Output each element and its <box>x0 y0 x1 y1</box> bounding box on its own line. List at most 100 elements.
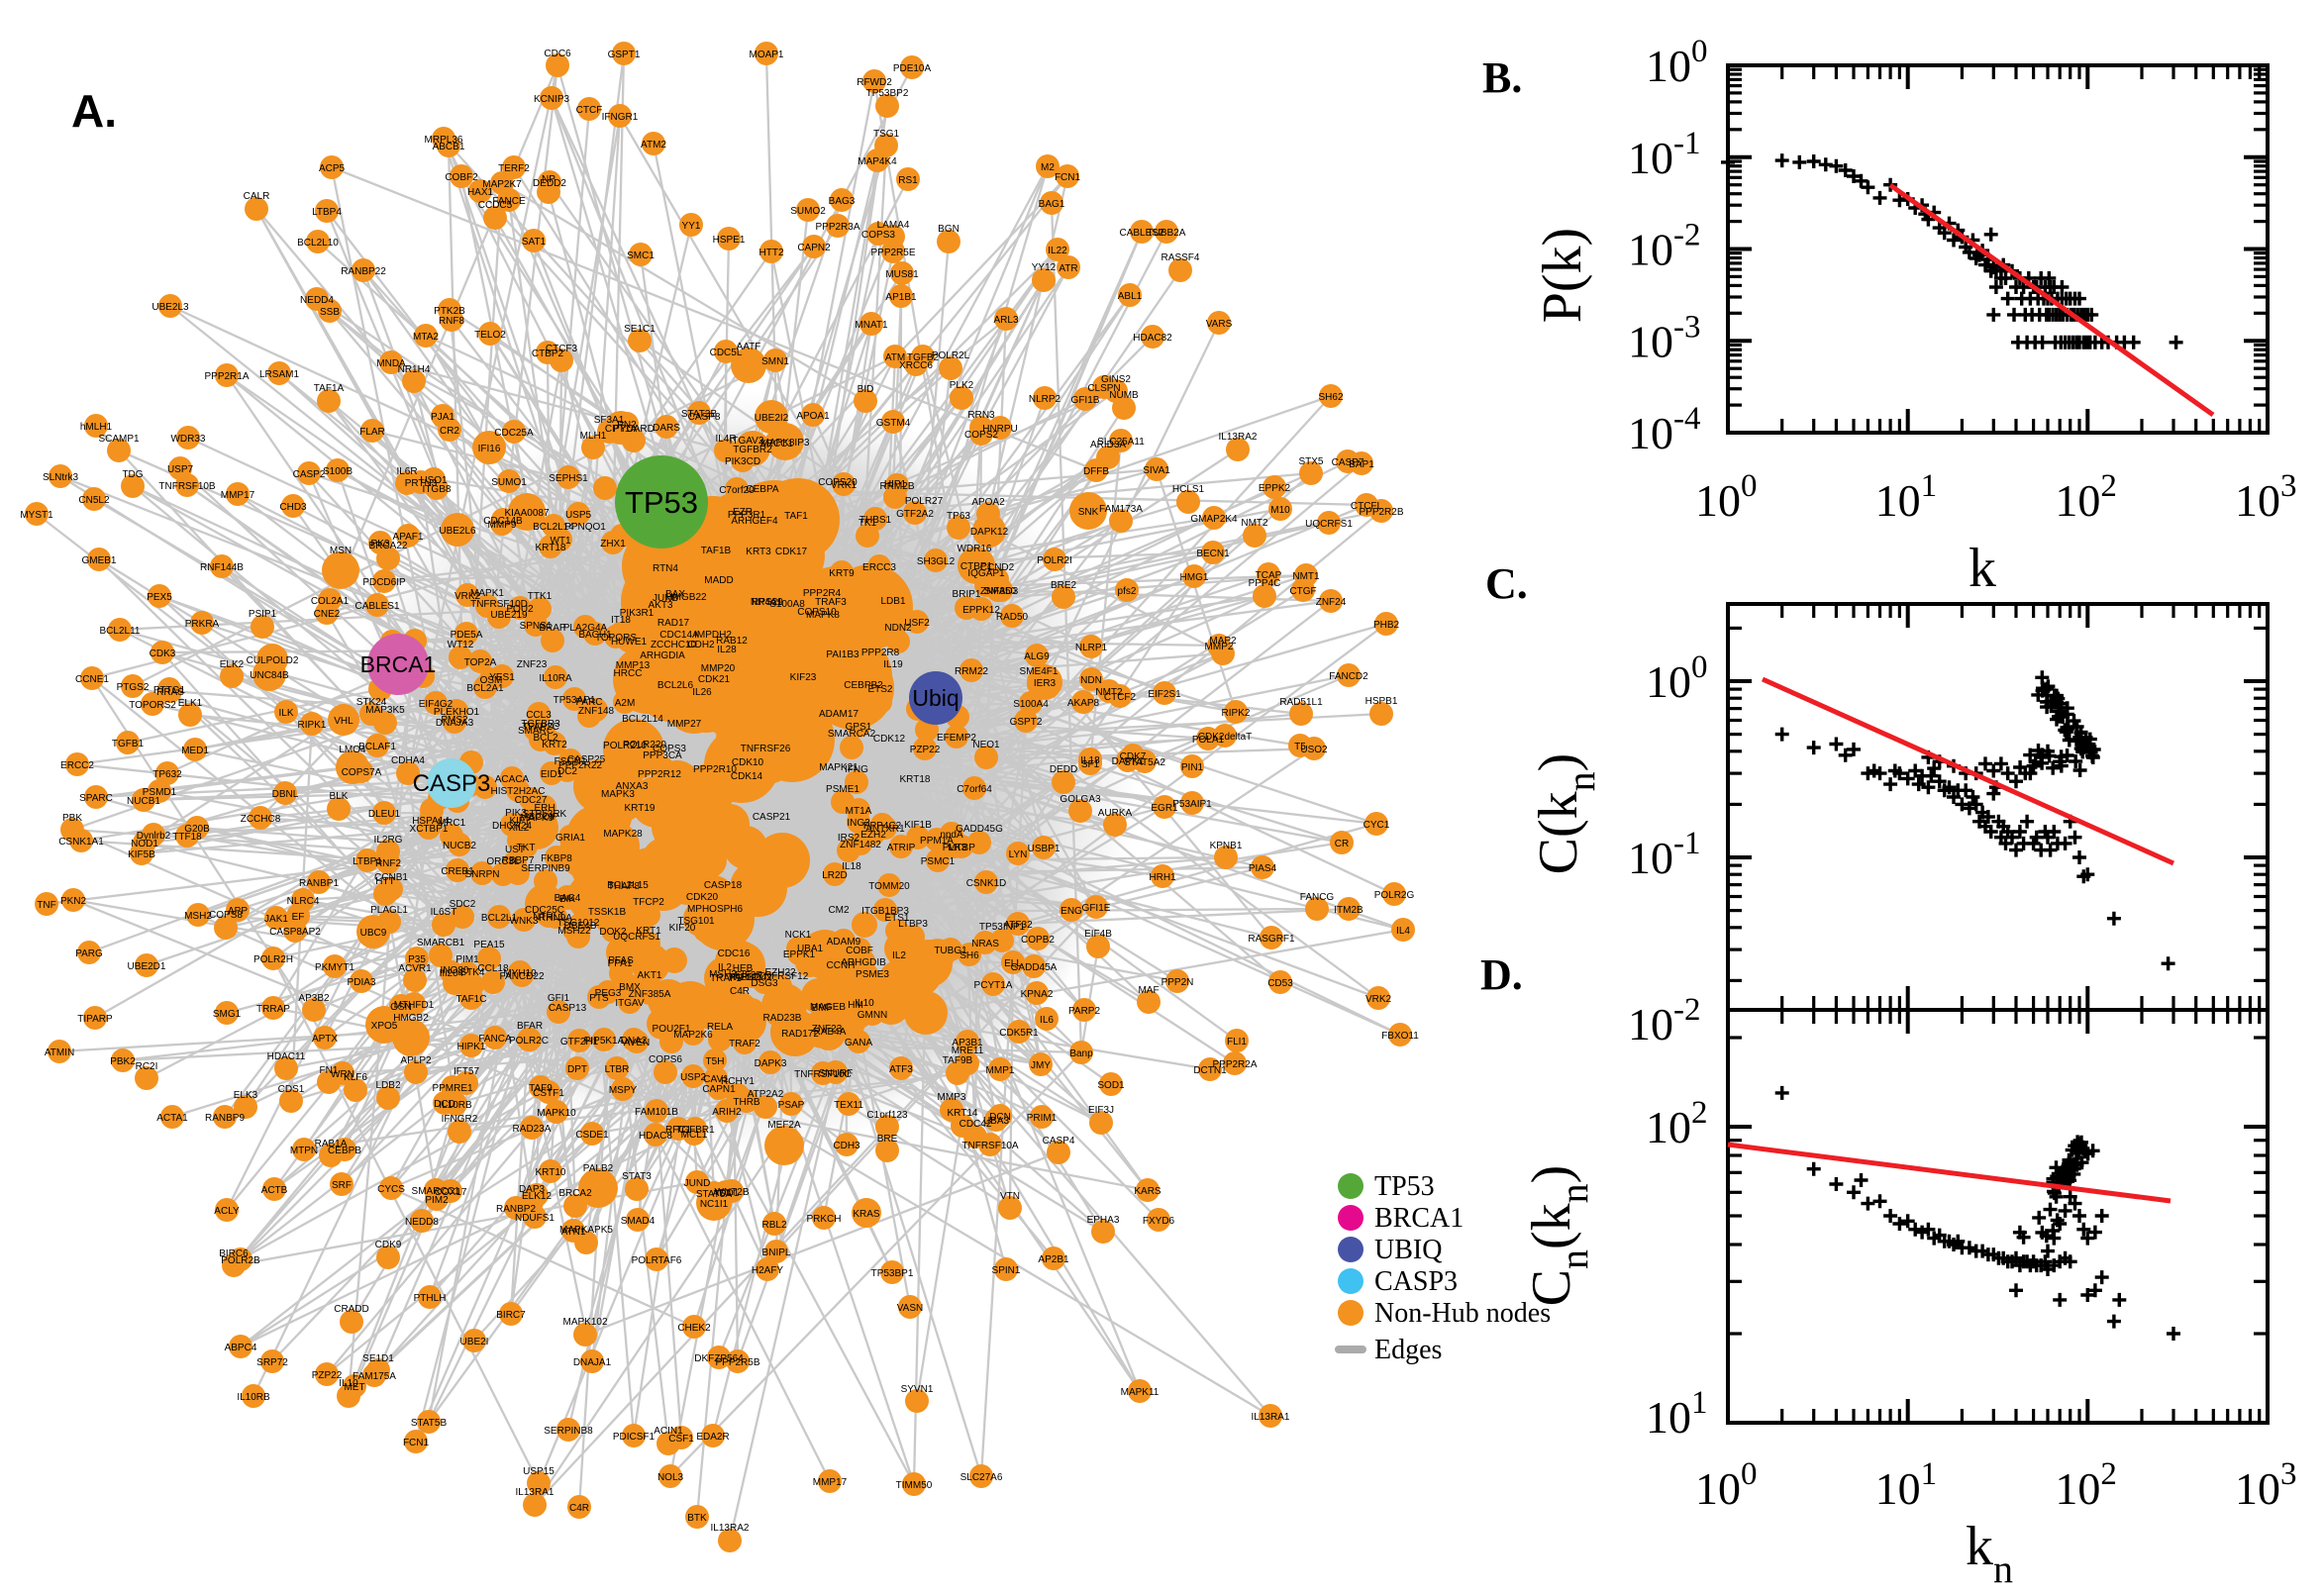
svg-text:ILK: ILK <box>278 708 293 719</box>
svg-text:TCAP: TCAP <box>1256 570 1282 581</box>
svg-text:MSPY: MSPY <box>609 1085 638 1096</box>
svg-text:IER3: IER3 <box>1034 678 1057 689</box>
svg-text:ZNF148: ZNF148 <box>578 706 615 717</box>
svg-text:SF1: SF1 <box>1081 759 1100 770</box>
svg-text:IL13RA2: IL13RA2 <box>1219 432 1258 443</box>
svg-text:SIVA1: SIVA1 <box>1143 465 1170 476</box>
svg-text:JAK1: JAK1 <box>264 914 288 925</box>
svg-text:VHL: VHL <box>334 716 354 727</box>
svg-text:TFCP2: TFCP2 <box>633 897 664 908</box>
svg-text:CDS1: CDS1 <box>278 1084 305 1095</box>
svg-text:PAI1B3: PAI1B3 <box>826 649 859 660</box>
svg-text:BGN: BGN <box>938 224 960 235</box>
svg-text:MUS81: MUS81 <box>885 269 919 280</box>
svg-text:IL4: IL4 <box>1396 926 1410 937</box>
svg-text:UBE219: UBE219 <box>490 610 528 621</box>
svg-text:SH3GL2: SH3GL2 <box>917 556 956 567</box>
svg-text:CAPN1: CAPN1 <box>702 1084 736 1095</box>
svg-text:BAP1: BAP1 <box>1349 459 1374 470</box>
svg-text:T5H: T5H <box>706 1056 725 1067</box>
svg-text:EIF3J: EIF3J <box>1088 1105 1114 1116</box>
svg-text:UBE2I: UBE2I <box>460 1337 489 1347</box>
svg-text:HTT2: HTT2 <box>759 248 784 258</box>
svg-text:VRK2: VRK2 <box>1365 994 1392 1005</box>
svg-text:PEG3: PEG3 <box>595 988 622 999</box>
svg-text:MCL1: MCL1 <box>681 1130 708 1141</box>
svg-text:AP3B1: AP3B1 <box>952 1038 983 1048</box>
svg-text:FAM101B: FAM101B <box>635 1107 678 1118</box>
svg-text:TP53INP1: TP53INP1 <box>979 922 1026 933</box>
svg-text:HIP1: HIP1 <box>884 479 907 490</box>
svg-text:RASGRF1: RASGRF1 <box>1248 934 1295 945</box>
svg-text:GADD45A: GADD45A <box>1011 962 1058 973</box>
svg-text:TNFRSF10A: TNFRSF10A <box>961 1141 1019 1151</box>
svg-text:KRT18: KRT18 <box>536 543 566 553</box>
svg-text:POLR2H: POLR2H <box>253 954 293 965</box>
svg-text:ABPC4: ABPC4 <box>225 1343 257 1353</box>
svg-text:USP5: USP5 <box>565 510 592 521</box>
svg-text:IFNGR2: IFNGR2 <box>442 1114 478 1125</box>
svg-text:MSH22: MSH22 <box>557 926 591 937</box>
svg-text:STAT5A2: STAT5A2 <box>1124 757 1165 768</box>
svg-text:PPP2R5E: PPP2R5E <box>870 248 915 258</box>
svg-text:CYC1: CYC1 <box>1364 820 1390 831</box>
svg-text:COPS3: COPS3 <box>653 744 686 754</box>
svg-text:ZNF1482: ZNF1482 <box>840 840 881 850</box>
svg-text:hMLH1: hMLH1 <box>80 422 113 433</box>
svg-text:CM2: CM2 <box>828 905 850 916</box>
svg-text:TIMM50: TIMM50 <box>896 1480 933 1491</box>
svg-text:TOP2A: TOP2A <box>464 657 497 668</box>
svg-text:BMX: BMX <box>619 982 641 993</box>
svg-text:CHD3: CHD3 <box>279 502 307 513</box>
svg-text:IL22: IL22 <box>1048 246 1067 256</box>
svg-text:TOMM20: TOMM20 <box>868 881 910 892</box>
svg-text:DLEU1: DLEU1 <box>368 809 401 820</box>
svg-text:Edges: Edges <box>1374 1335 1442 1365</box>
svg-text:HIST2H2AC: HIST2H2AC <box>490 786 545 797</box>
svg-text:CASP2: CASP2 <box>293 469 326 480</box>
svg-text:HIPK1: HIPK1 <box>457 1042 486 1052</box>
svg-text:VRK2: VRK2 <box>454 591 481 602</box>
svg-text:SSB: SSB <box>320 307 340 318</box>
svg-text:MMP1: MMP1 <box>986 1065 1015 1076</box>
svg-text:CSTF1: CSTF1 <box>533 1088 564 1099</box>
svg-text:PPP2R2B: PPP2R2B <box>1359 507 1403 518</box>
svg-text:ENG: ENG <box>1060 906 1082 917</box>
svg-text:USO1: USO1 <box>420 475 448 486</box>
svg-text:APLP2: APLP2 <box>400 1055 432 1066</box>
svg-text:NOL3: NOL3 <box>657 1472 684 1483</box>
svg-text:RFWD2: RFWD2 <box>857 77 892 88</box>
svg-text:HRH1: HRH1 <box>1149 872 1176 883</box>
svg-text:CD53: CD53 <box>1267 978 1293 989</box>
svg-text:PDCD6IP: PDCD6IP <box>362 577 406 588</box>
svg-text:APOA2: APOA2 <box>971 497 1005 508</box>
svg-text:IL13RA1: IL13RA1 <box>516 1487 555 1498</box>
svg-text:USP7: USP7 <box>167 464 194 475</box>
svg-text:EPPK1: EPPK1 <box>783 949 816 960</box>
svg-text:COBF2: COBF2 <box>445 172 478 183</box>
svg-text:CR: CR <box>1335 839 1349 849</box>
svg-text:IFNGR1: IFNGR1 <box>602 112 639 123</box>
svg-text:BCL2L15: BCL2L15 <box>607 880 649 891</box>
svg-text:WNK3: WNK3 <box>510 916 539 927</box>
svg-text:PDIA3: PDIA3 <box>348 977 376 988</box>
svg-text:NOD1: NOD1 <box>131 839 158 849</box>
svg-text:ABL1: ABL1 <box>1118 291 1143 302</box>
svg-text:GRIA1: GRIA1 <box>556 833 585 844</box>
svg-text:PLAGL1: PLAGL1 <box>370 905 408 916</box>
svg-text:RAD23A: RAD23A <box>513 1124 552 1135</box>
svg-text:TNFRSF10B: TNFRSF10B <box>158 481 216 492</box>
svg-text:CSNK1A1: CSNK1A1 <box>58 837 104 848</box>
svg-text:EPPK12: EPPK12 <box>962 605 1000 616</box>
svg-text:P(k): P(k) <box>1532 228 1593 323</box>
svg-text:RRN9A: RRN9A <box>539 913 572 924</box>
svg-text:FANCG: FANCG <box>1300 892 1335 903</box>
svg-text:NDN: NDN <box>1080 675 1102 686</box>
svg-text:MEF2A: MEF2A <box>767 1120 801 1131</box>
svg-text:TRRAP: TRRAP <box>256 1004 290 1015</box>
svg-text:NRAS: NRAS <box>971 939 999 949</box>
svg-text:COPS3: COPS3 <box>861 230 895 241</box>
svg-text:C4R: C4R <box>569 1503 589 1514</box>
svg-text:CASP25: CASP25 <box>567 754 606 765</box>
svg-text:MMP17: MMP17 <box>221 490 255 501</box>
